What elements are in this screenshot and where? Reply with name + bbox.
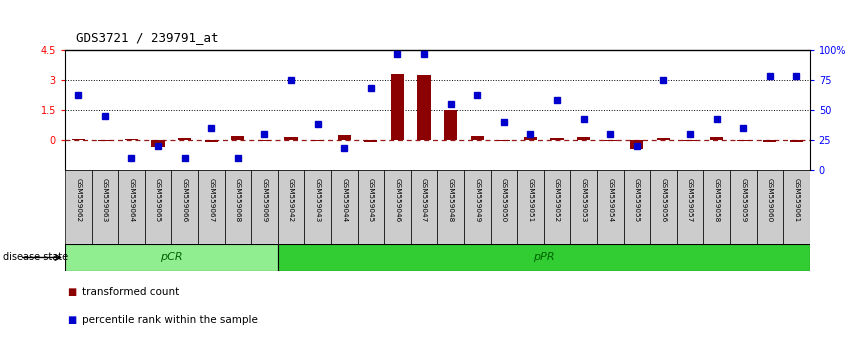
- Text: GSM559047: GSM559047: [421, 178, 427, 223]
- Text: GSM559054: GSM559054: [607, 178, 613, 223]
- Text: GSM559060: GSM559060: [766, 178, 772, 223]
- Bar: [304, 170, 331, 244]
- Bar: [683, 139, 696, 141]
- Text: GSM559069: GSM559069: [262, 178, 268, 223]
- Bar: [145, 170, 171, 244]
- Text: GSM559058: GSM559058: [714, 178, 720, 223]
- Bar: [437, 170, 464, 244]
- Bar: [178, 138, 191, 139]
- Bar: [410, 170, 437, 244]
- Text: GSM559063: GSM559063: [102, 178, 108, 223]
- Bar: [92, 170, 118, 244]
- Bar: [703, 170, 730, 244]
- Text: GSM559053: GSM559053: [580, 178, 586, 223]
- Bar: [737, 139, 750, 141]
- Bar: [577, 137, 591, 139]
- Bar: [417, 75, 430, 139]
- Bar: [763, 139, 777, 142]
- Bar: [497, 139, 510, 141]
- Bar: [470, 136, 484, 139]
- Bar: [365, 139, 378, 142]
- Text: GSM559056: GSM559056: [661, 178, 667, 223]
- Text: pCR: pCR: [160, 252, 183, 262]
- Bar: [311, 139, 324, 141]
- Bar: [544, 170, 571, 244]
- Text: GSM559061: GSM559061: [793, 178, 799, 223]
- Text: transformed count: transformed count: [82, 287, 179, 297]
- Text: GSM559049: GSM559049: [475, 178, 481, 223]
- Bar: [204, 139, 218, 142]
- Text: GSM559042: GSM559042: [288, 178, 294, 223]
- Bar: [517, 170, 544, 244]
- Text: GSM559066: GSM559066: [182, 178, 188, 223]
- Bar: [551, 138, 564, 139]
- Text: GSM559050: GSM559050: [501, 178, 507, 223]
- Bar: [710, 137, 723, 139]
- Bar: [385, 170, 410, 244]
- Bar: [258, 139, 271, 141]
- Text: GSM559055: GSM559055: [634, 178, 640, 223]
- Text: GSM559059: GSM559059: [740, 178, 746, 223]
- Text: GSM559046: GSM559046: [394, 178, 400, 223]
- Text: GSM559068: GSM559068: [235, 178, 241, 223]
- Bar: [152, 139, 165, 147]
- Text: GSM559067: GSM559067: [208, 178, 214, 223]
- Bar: [278, 244, 810, 271]
- Bar: [331, 170, 358, 244]
- Bar: [597, 170, 624, 244]
- Bar: [790, 139, 803, 142]
- Bar: [490, 170, 517, 244]
- Bar: [624, 170, 650, 244]
- Bar: [224, 170, 251, 244]
- Bar: [757, 170, 783, 244]
- Text: ■: ■: [68, 315, 77, 325]
- Text: GSM559043: GSM559043: [314, 178, 320, 223]
- Bar: [198, 170, 224, 244]
- Bar: [338, 135, 351, 139]
- Bar: [358, 170, 385, 244]
- Text: pPR: pPR: [533, 252, 554, 262]
- Bar: [65, 244, 278, 271]
- Text: GSM559064: GSM559064: [128, 178, 134, 223]
- Bar: [650, 170, 676, 244]
- Bar: [444, 109, 457, 139]
- Text: GSM559051: GSM559051: [527, 178, 533, 223]
- Bar: [251, 170, 278, 244]
- Bar: [171, 170, 198, 244]
- Bar: [391, 74, 404, 139]
- Bar: [656, 137, 670, 139]
- Bar: [604, 139, 617, 141]
- Bar: [676, 170, 703, 244]
- Bar: [118, 170, 145, 244]
- Text: GSM559044: GSM559044: [341, 178, 347, 223]
- Bar: [730, 170, 757, 244]
- Bar: [783, 170, 810, 244]
- Text: GSM559057: GSM559057: [687, 178, 693, 223]
- Bar: [98, 139, 112, 141]
- Bar: [524, 137, 537, 139]
- Bar: [231, 136, 244, 139]
- Text: GDS3721 / 239791_at: GDS3721 / 239791_at: [76, 31, 218, 44]
- Text: ■: ■: [68, 287, 77, 297]
- Bar: [65, 170, 92, 244]
- Text: percentile rank within the sample: percentile rank within the sample: [82, 315, 258, 325]
- Bar: [278, 170, 304, 244]
- Text: disease state: disease state: [3, 252, 68, 262]
- Text: GSM559048: GSM559048: [448, 178, 454, 223]
- Bar: [630, 139, 643, 149]
- Bar: [571, 170, 597, 244]
- Text: GSM559045: GSM559045: [368, 178, 374, 223]
- Bar: [284, 137, 298, 139]
- Text: GSM559062: GSM559062: [75, 178, 81, 223]
- Text: GSM559052: GSM559052: [554, 178, 560, 223]
- Bar: [464, 170, 490, 244]
- Text: GSM559065: GSM559065: [155, 178, 161, 223]
